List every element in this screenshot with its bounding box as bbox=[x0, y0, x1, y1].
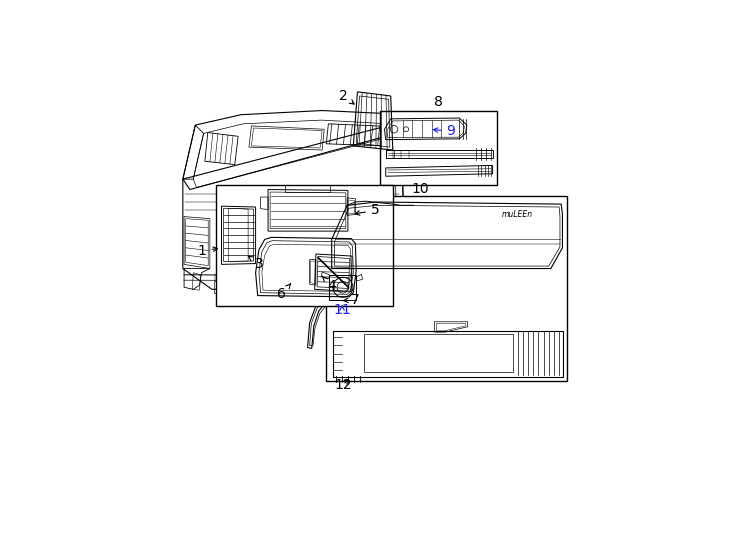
Text: muLEEn: muLEEn bbox=[502, 210, 533, 219]
Text: 4: 4 bbox=[322, 276, 335, 293]
Text: 5: 5 bbox=[355, 204, 379, 217]
Text: 11: 11 bbox=[333, 303, 351, 317]
Text: 12: 12 bbox=[334, 378, 352, 392]
Text: 3: 3 bbox=[249, 256, 264, 271]
Text: 2: 2 bbox=[338, 89, 355, 104]
Bar bbox=[216, 185, 393, 306]
Text: 8: 8 bbox=[434, 95, 443, 109]
Text: 9: 9 bbox=[433, 124, 456, 138]
Text: 6: 6 bbox=[277, 284, 291, 301]
Text: 7: 7 bbox=[344, 293, 360, 307]
Bar bbox=[327, 196, 567, 381]
Text: 1: 1 bbox=[198, 244, 217, 258]
Bar bbox=[380, 111, 497, 185]
Text: 10: 10 bbox=[411, 181, 429, 195]
